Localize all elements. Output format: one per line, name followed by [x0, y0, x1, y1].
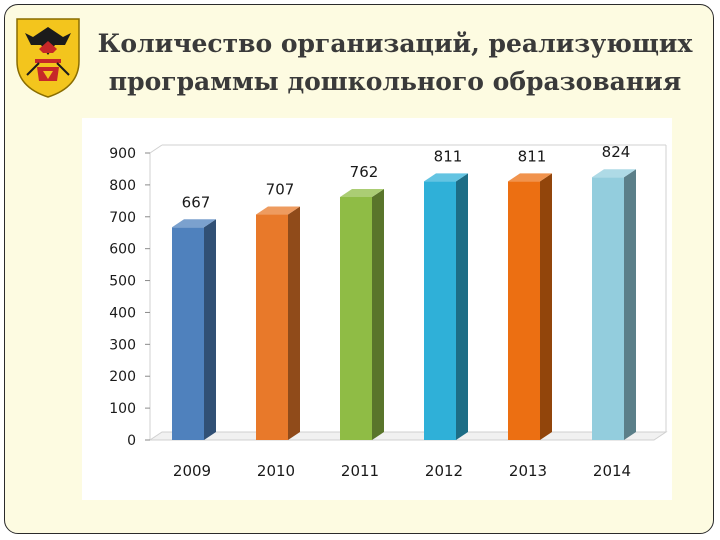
data-label: 707 — [266, 181, 295, 199]
data-label: 667 — [182, 193, 211, 211]
chart-area: 0 100 200 300 400 500 600 700 800 900 667 2009 707 20… — [82, 118, 672, 500]
bar — [256, 214, 288, 440]
bar — [508, 181, 540, 440]
bar-top — [508, 173, 552, 182]
slide-frame: Количество организаций, реализующих прог… — [4, 4, 714, 534]
x-tick-label: 2011 — [341, 462, 379, 480]
y-tick-label: 900 — [109, 146, 136, 162]
x-tick-label: 2009 — [173, 462, 211, 480]
data-label: 762 — [350, 163, 379, 181]
bar-top — [424, 173, 468, 182]
x-tick-label: 2014 — [593, 462, 631, 480]
bar-side — [372, 189, 384, 440]
title-line-1: Количество организаций, реализующих — [97, 29, 693, 58]
bar-top — [592, 169, 636, 178]
y-tick-label: 500 — [109, 274, 136, 290]
bar — [592, 177, 624, 441]
y-tick-label: 600 — [109, 242, 136, 258]
bar-side — [288, 206, 300, 440]
y-tick-label: 100 — [109, 401, 136, 417]
y-tick-label: 400 — [109, 305, 136, 321]
y-tick-label: 800 — [109, 178, 136, 194]
x-tick-label: 2013 — [509, 462, 547, 480]
x-tick-label: 2010 — [257, 462, 295, 480]
title-line-2: программы дошкольного образования — [108, 67, 682, 96]
data-label: 811 — [434, 147, 463, 165]
bar-side — [204, 219, 216, 440]
bar-top — [172, 219, 216, 228]
bar-side — [540, 173, 552, 440]
bar-side — [456, 173, 468, 440]
wall-top-edge — [149, 144, 163, 154]
y-tick-label: 0 — [127, 433, 136, 449]
y-tick-label: 300 — [109, 337, 136, 353]
bar-top — [256, 206, 300, 215]
bar-chart: 0 100 200 300 400 500 600 700 800 900 667 2009 707 20… — [109, 143, 668, 480]
bar — [340, 197, 372, 440]
bar-top — [340, 189, 384, 198]
bar — [424, 181, 456, 440]
x-tick-label: 2012 — [425, 462, 463, 480]
y-tick-label: 200 — [109, 369, 136, 385]
data-label: 811 — [518, 147, 547, 165]
y-tick-label: 700 — [109, 210, 136, 226]
slide-title: Количество организаций, реализующих прог… — [95, 25, 695, 101]
coat-of-arms-emblem — [16, 18, 80, 98]
chart-floor — [148, 431, 668, 441]
bar — [172, 227, 204, 440]
bar-side — [624, 169, 636, 441]
data-label: 824 — [602, 143, 631, 161]
